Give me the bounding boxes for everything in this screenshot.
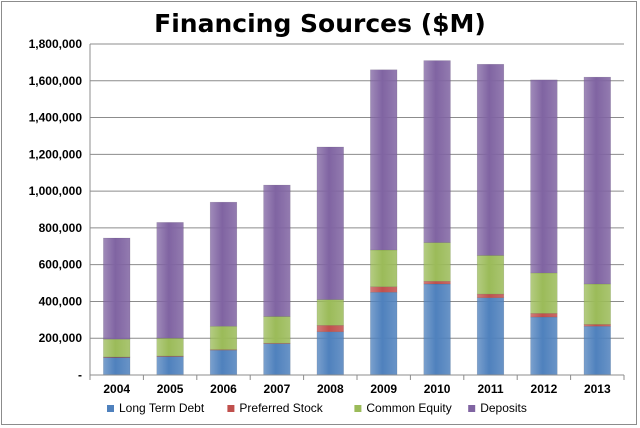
bar-common-equity-2010 [423, 242, 451, 282]
bar-long-term-debt-2007 [263, 343, 291, 376]
legend-item-long-term-debt: Long Term Debt [107, 401, 205, 415]
bar-common-equity-2012 [530, 272, 558, 314]
legend-label: Long Term Debt [119, 401, 205, 415]
bar-common-equity-2006 [209, 326, 238, 350]
bar-deposits-2007 [263, 184, 291, 317]
bar-long-term-debt-2008 [316, 331, 344, 376]
legend-item-deposits: Deposits [468, 401, 527, 415]
bar-deposits-2010 [423, 60, 451, 243]
bar-long-term-debt-2013 [583, 326, 611, 376]
bar-common-equity-2005 [156, 337, 184, 357]
bar-preferred-stock-2013 [583, 324, 611, 327]
legend-swatch [468, 405, 476, 412]
bar-common-equity-2004 [103, 338, 131, 358]
bar-common-equity-2011 [476, 255, 505, 295]
legend-label: Common Equity [366, 401, 451, 415]
y-tick-label: 200,000 [39, 331, 83, 345]
x-tick-label: 2010 [424, 382, 451, 396]
y-tick-label: - [78, 368, 82, 382]
bar-long-term-debt-2011 [476, 297, 505, 376]
bar-layer [103, 60, 611, 376]
x-tick-label: 2005 [157, 382, 184, 396]
bar-common-equity-2009 [370, 249, 398, 287]
bar-deposits-2008 [316, 146, 344, 300]
legend-item-preferred-stock: Preferred Stock [227, 401, 324, 415]
y-tick-label: 1,400,000 [29, 111, 83, 125]
bar-long-term-debt-2006 [209, 349, 238, 376]
x-tick-label: 2011 [477, 382, 503, 396]
y-tick-label: 1,800,000 [29, 37, 83, 51]
x-tick-label: 2012 [531, 382, 558, 396]
bar-deposits-2013 [583, 76, 611, 285]
bar-preferred-stock-2011 [476, 293, 505, 299]
bar-long-term-debt-2012 [530, 316, 558, 376]
bar-preferred-stock-2009 [370, 286, 398, 293]
x-tick-label: 2013 [584, 382, 611, 396]
y-tick-label: 1,600,000 [29, 74, 83, 88]
x-tick-label: 2007 [264, 382, 291, 396]
bar-common-equity-2007 [263, 316, 291, 344]
axis-layer: - 200,000 400,000 600,000 800,000 1,000,000 1,… [29, 37, 625, 396]
bar-deposits-2011 [476, 63, 505, 256]
y-tick-label: 800,000 [39, 221, 83, 235]
bar-preferred-stock-2008 [316, 325, 344, 333]
x-tick-label: 2004 [103, 382, 130, 396]
legend-item-common-equity: Common Equity [354, 401, 452, 415]
bar-deposits-2006 [209, 201, 238, 327]
legend-swatch [227, 405, 235, 412]
x-tick-label: 2008 [317, 382, 344, 396]
bar-preferred-stock-2010 [423, 280, 451, 285]
x-tick-label: 2006 [210, 382, 237, 396]
bar-deposits-2009 [370, 69, 398, 251]
bar-common-equity-2008 [316, 299, 344, 326]
y-tick-label: 1,000,000 [29, 184, 83, 198]
legend-swatch [107, 405, 114, 412]
bar-long-term-debt-2010 [423, 283, 451, 376]
bar-common-equity-2013 [583, 283, 611, 325]
bar-long-term-debt-2005 [156, 356, 184, 376]
x-tick-label: 2009 [370, 382, 397, 396]
y-tick-label: 400,000 [39, 294, 83, 308]
legend-label: Deposits [480, 401, 527, 415]
y-tick-label: 1,200,000 [29, 147, 83, 161]
bar-deposits-2005 [156, 222, 184, 339]
bar-preferred-stock-2012 [530, 313, 558, 318]
legend: Long Term Debt Preferred Stock Common Equi… [107, 401, 527, 415]
bar-deposits-2004 [103, 237, 131, 340]
legend-label: Preferred Stock [239, 401, 323, 415]
bar-long-term-debt-2009 [370, 292, 398, 376]
legend-swatch [354, 405, 362, 412]
chart-title: Financing Sources ($M) [154, 9, 486, 38]
bar-long-term-debt-2004 [103, 357, 131, 376]
y-tick-label: 600,000 [39, 258, 83, 272]
bar-deposits-2012 [530, 79, 558, 274]
